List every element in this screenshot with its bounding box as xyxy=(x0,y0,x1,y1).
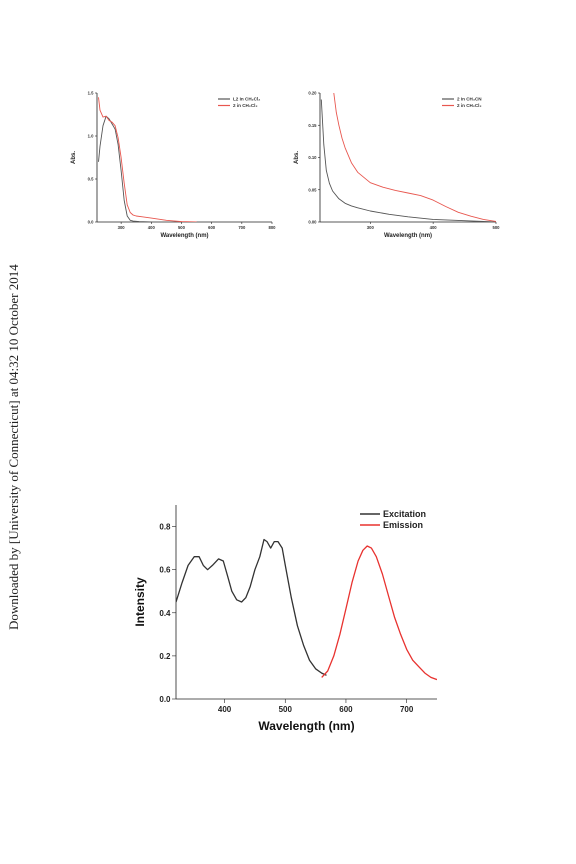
x-tick-label: 700 xyxy=(238,225,246,230)
y-tick-label: 0.05 xyxy=(308,187,317,192)
x-axis-label: Wavelength (nm) xyxy=(258,719,354,733)
x-tick-label: 500 xyxy=(279,705,293,714)
series-line xyxy=(98,97,197,222)
series-line xyxy=(333,92,496,222)
series-line xyxy=(321,545,437,681)
chart-3: 400 500 600 700 0.0 0.2 0.4 0.6 0.8 Wavelength (n… xyxy=(133,505,437,733)
y-tick-label: 1.5 xyxy=(88,91,94,96)
x-tick-label: 400 xyxy=(430,225,438,230)
y-tick-label: 0.20 xyxy=(308,91,317,96)
x-axis-label: Wavelength (nm) xyxy=(160,233,208,239)
y-tick-label: 0.15 xyxy=(308,123,317,128)
y-tick-label: 0.8 xyxy=(159,523,171,532)
series-line xyxy=(320,99,496,222)
legend-label: Emission xyxy=(383,520,423,530)
x-tick-label: 700 xyxy=(400,705,414,714)
y-axis-label: Intensity xyxy=(133,577,147,627)
legend-label: 2 in CH₃CN xyxy=(457,97,482,102)
y-tick-label: 0.2 xyxy=(159,652,171,661)
series-line xyxy=(176,538,327,676)
y-axis-label: Abs. xyxy=(294,151,300,164)
chart-1: 300 400 500 600 700 800 0.0 0.5 1.0 1.5 Wavelength… xyxy=(71,91,276,240)
y-tick-label: 0.0 xyxy=(159,695,171,704)
x-tick-label: 600 xyxy=(339,705,353,714)
y-tick-label: 0.5 xyxy=(88,177,94,182)
series-line xyxy=(98,115,152,222)
x-tick-label: 400 xyxy=(218,705,232,714)
x-tick-label: 300 xyxy=(118,225,126,230)
legend-label: 2 in CH₂Cl₂ xyxy=(457,103,482,108)
y-tick-label: 0.4 xyxy=(159,609,171,618)
chart-2: 300 400 500 0.00 0.05 0.10 0.15 0.20 Wavelength … xyxy=(294,91,500,240)
x-tick-label: 500 xyxy=(493,225,501,230)
x-tick-label: 400 xyxy=(148,225,156,230)
y-tick-label: 0.0 xyxy=(88,220,94,225)
x-tick-label: 500 xyxy=(178,225,186,230)
x-axis-label: Wavelength (nm) xyxy=(384,233,432,239)
x-tick-label: 800 xyxy=(269,225,277,230)
y-tick-label: 1.0 xyxy=(88,134,94,139)
x-tick-label: 300 xyxy=(367,225,375,230)
legend-label: Excitation xyxy=(383,509,426,519)
x-tick-label: 600 xyxy=(208,225,216,230)
y-axis-label: Abs. xyxy=(71,151,77,164)
y-tick-label: 0.00 xyxy=(308,220,317,225)
y-tick-label: 0.6 xyxy=(159,566,171,575)
y-tick-label: 0.10 xyxy=(308,155,317,160)
legend-label: 2 in CH₂Cl₂ xyxy=(233,103,258,108)
legend-label: L2 in CH₂Cl₂ xyxy=(233,97,260,102)
